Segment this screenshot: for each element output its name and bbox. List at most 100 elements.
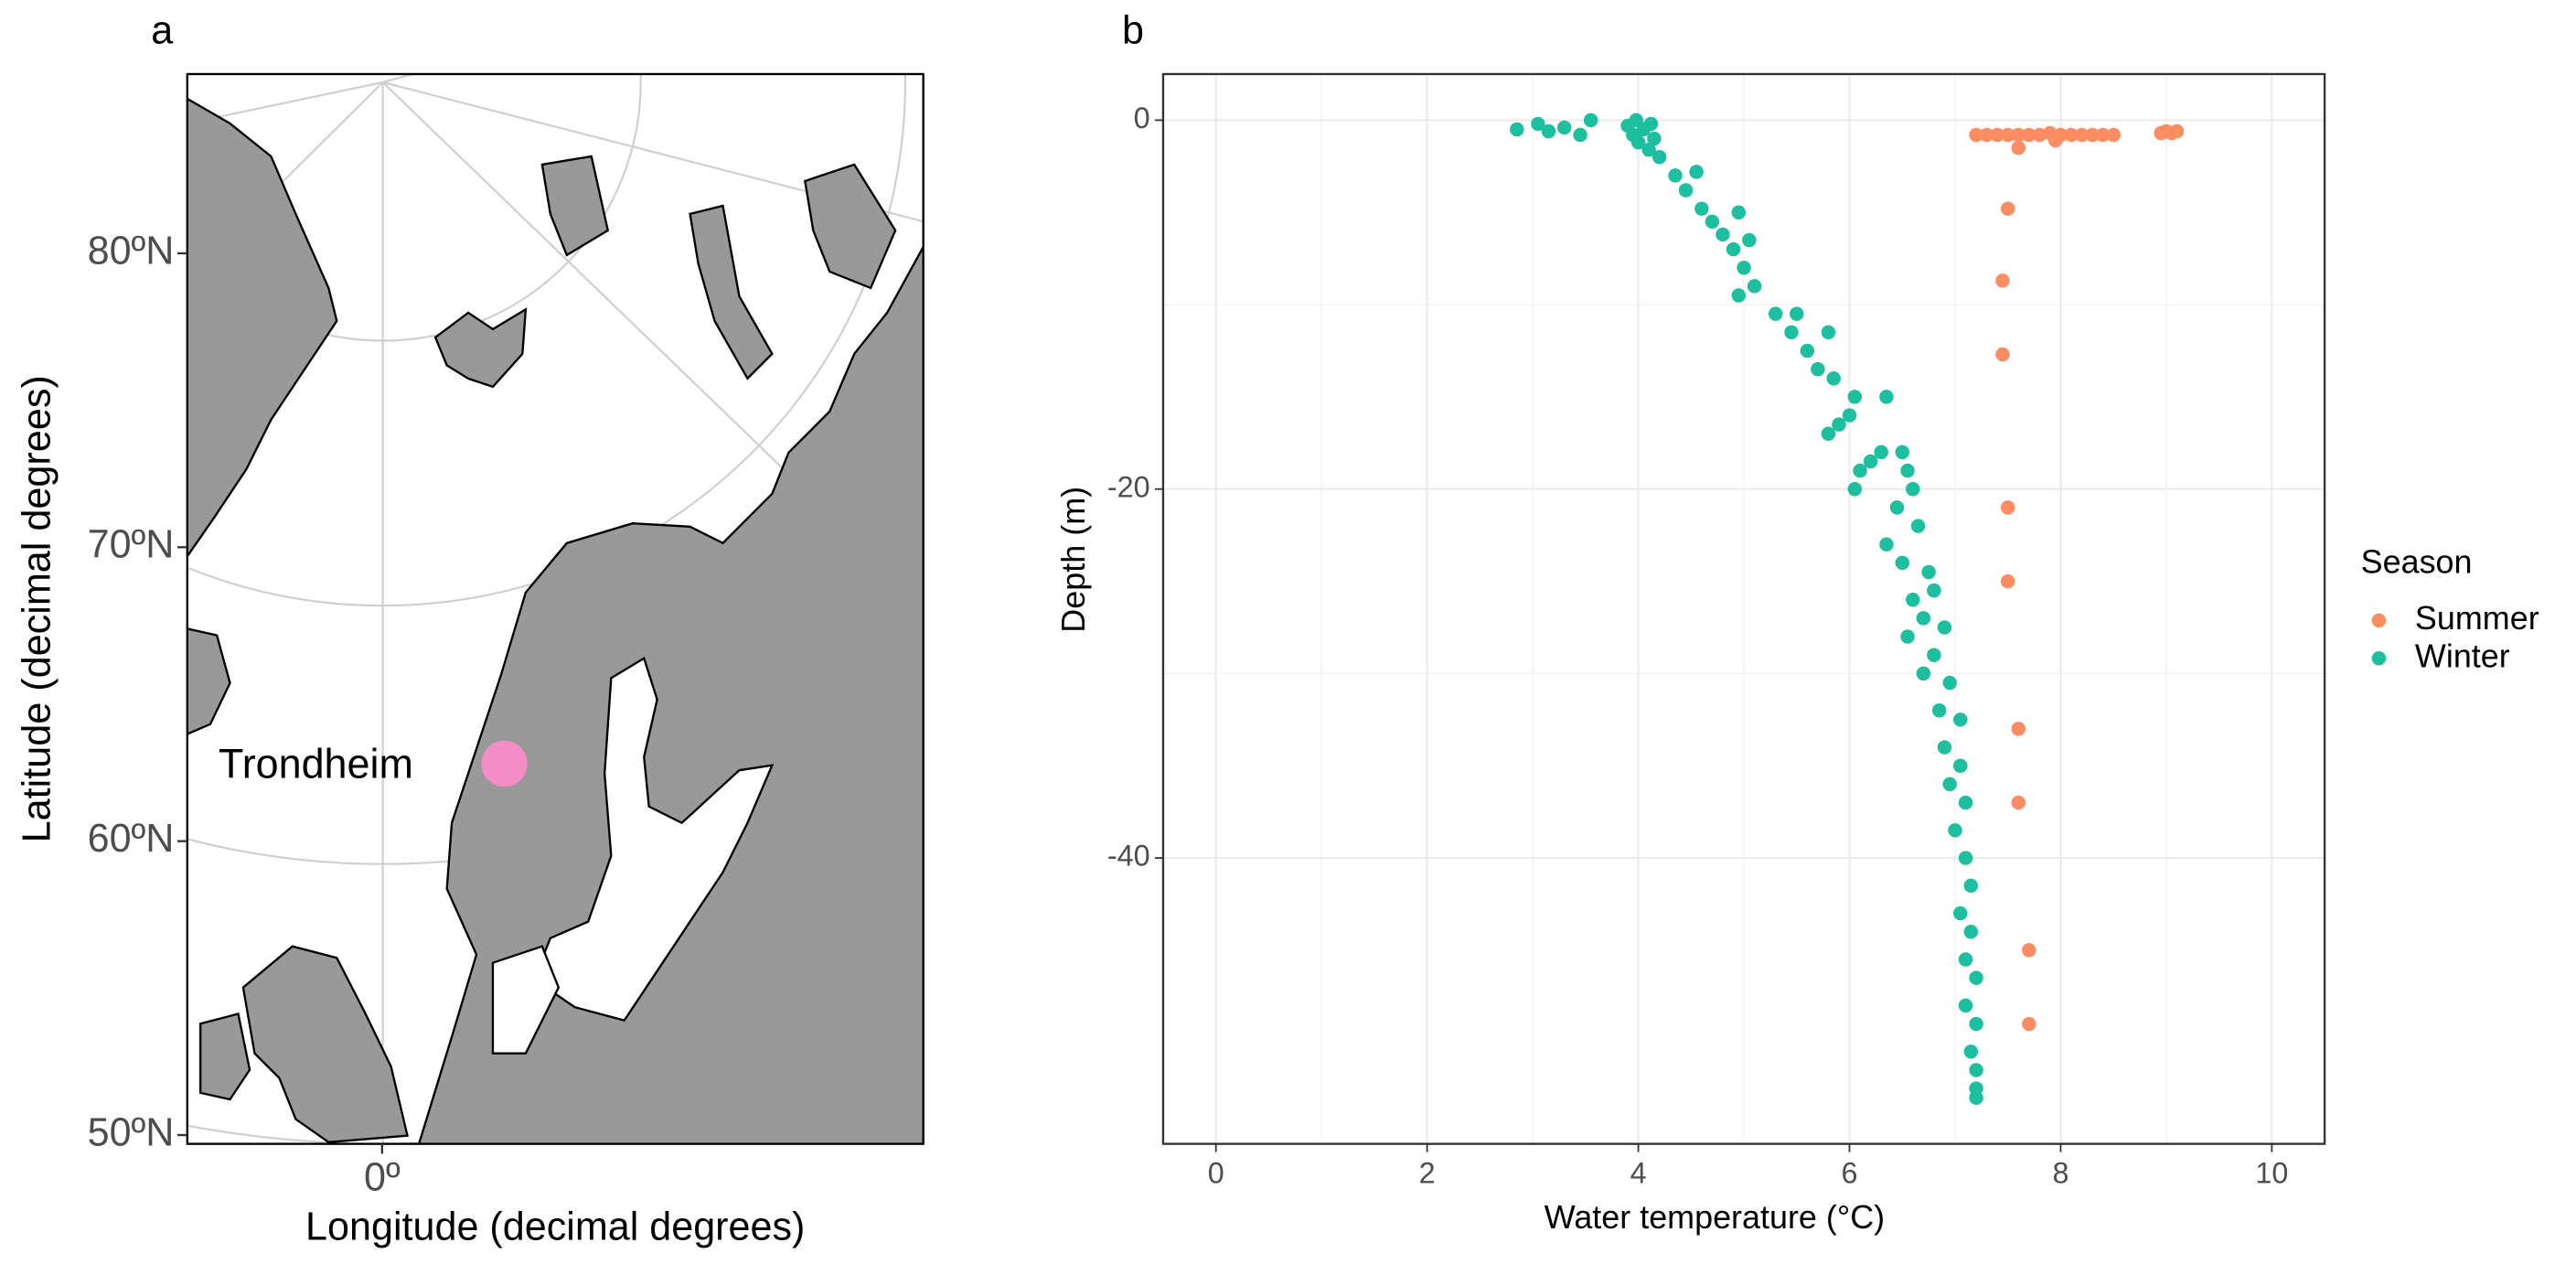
point xyxy=(1953,905,1968,921)
point xyxy=(1705,214,1720,230)
x-tick-label: 4 xyxy=(1630,1156,1647,1189)
point xyxy=(2000,127,2015,143)
x-tick-label: 0 xyxy=(1208,1156,1224,1189)
point xyxy=(1874,445,1888,460)
point xyxy=(1583,112,1598,128)
point xyxy=(1630,134,1646,150)
point xyxy=(1651,149,1667,165)
legend-title: Season xyxy=(2361,543,2473,581)
point xyxy=(1963,924,1979,939)
map xyxy=(187,73,924,1144)
point xyxy=(1900,463,1915,478)
point xyxy=(1541,123,1556,139)
point xyxy=(1689,165,1704,179)
point xyxy=(1811,361,1825,377)
point xyxy=(1916,666,1931,681)
point xyxy=(1731,288,1746,303)
legend-swatch xyxy=(2371,651,2387,666)
point xyxy=(1731,205,1746,220)
point xyxy=(1821,325,1836,340)
point xyxy=(1969,1090,1983,1105)
point xyxy=(1969,970,1983,985)
point xyxy=(1800,343,1815,359)
point xyxy=(1643,116,1659,132)
x-tick-label: 6 xyxy=(1842,1156,1858,1189)
point xyxy=(2011,722,2026,736)
point xyxy=(1895,555,1909,571)
land xyxy=(187,97,924,1144)
legend-label: Winter xyxy=(2415,637,2510,674)
trondheim-marker xyxy=(481,740,528,787)
point xyxy=(1900,629,1915,644)
y-axis-title: Depth (m) xyxy=(1054,487,1092,633)
x-tick-label: 10 xyxy=(2255,1156,2288,1189)
point xyxy=(1847,481,1863,497)
panel-label: b xyxy=(1122,8,1144,52)
point xyxy=(2047,133,2063,148)
y-axis-title: Latitude (decimal degrees) xyxy=(16,375,59,842)
point xyxy=(1942,777,1957,792)
panel-label: a xyxy=(151,8,173,52)
point xyxy=(1847,390,1863,404)
legend-swatch xyxy=(2371,613,2387,628)
point xyxy=(1784,325,1799,340)
map-frame xyxy=(186,72,925,1145)
point xyxy=(1629,112,1643,128)
point xyxy=(1531,116,1545,132)
point xyxy=(2106,127,2121,143)
point xyxy=(1716,227,1730,242)
baltic-sea xyxy=(491,657,775,1055)
x-axis-title: Longitude (decimal degrees) xyxy=(305,1205,805,1249)
point xyxy=(2000,500,2015,515)
y-tick-label: 0 xyxy=(1134,102,1150,134)
point xyxy=(1942,675,1957,691)
point xyxy=(1969,1016,1983,1032)
point xyxy=(1958,795,1973,810)
point xyxy=(1747,279,1762,294)
point xyxy=(1557,120,1572,135)
point xyxy=(1510,122,1524,137)
point xyxy=(1694,201,1709,216)
point xyxy=(2095,127,2111,143)
point xyxy=(1910,519,1926,533)
point xyxy=(1726,241,1741,257)
point xyxy=(1979,127,1994,143)
point xyxy=(2032,127,2047,143)
plot-frame xyxy=(1161,72,2326,1145)
point xyxy=(1969,1063,1983,1077)
point xyxy=(1768,306,1783,321)
y-tick-label: -40 xyxy=(1107,840,1150,873)
point xyxy=(2022,943,2036,958)
point xyxy=(1842,408,1857,423)
point xyxy=(1963,1044,1979,1059)
x-tick-label: 2 xyxy=(1419,1156,1436,1189)
point xyxy=(1906,592,1920,607)
y-tick-label: 60ºN xyxy=(88,817,175,861)
point xyxy=(1990,127,2004,143)
point xyxy=(2169,123,2185,139)
point xyxy=(1937,740,1952,755)
point xyxy=(1853,463,1867,478)
point xyxy=(1948,823,1962,838)
point xyxy=(2000,201,2015,216)
point xyxy=(1958,952,1973,967)
point xyxy=(1668,168,1683,183)
point xyxy=(1790,306,1804,321)
graticule xyxy=(187,73,924,1144)
point xyxy=(2074,127,2090,143)
y-tick-label: 80ºN xyxy=(88,229,175,273)
point xyxy=(1742,232,1757,248)
point xyxy=(1906,481,1920,497)
annotation: Trondheim xyxy=(219,740,413,787)
point xyxy=(1931,702,1947,718)
point xyxy=(1889,500,1905,515)
point xyxy=(1958,851,1973,865)
x-axis-title: Water temperature (°C) xyxy=(1545,1198,1885,1236)
point xyxy=(2085,127,2100,143)
point xyxy=(1832,417,1846,432)
point xyxy=(1737,260,1751,275)
point xyxy=(2022,127,2036,143)
point xyxy=(1937,620,1952,635)
